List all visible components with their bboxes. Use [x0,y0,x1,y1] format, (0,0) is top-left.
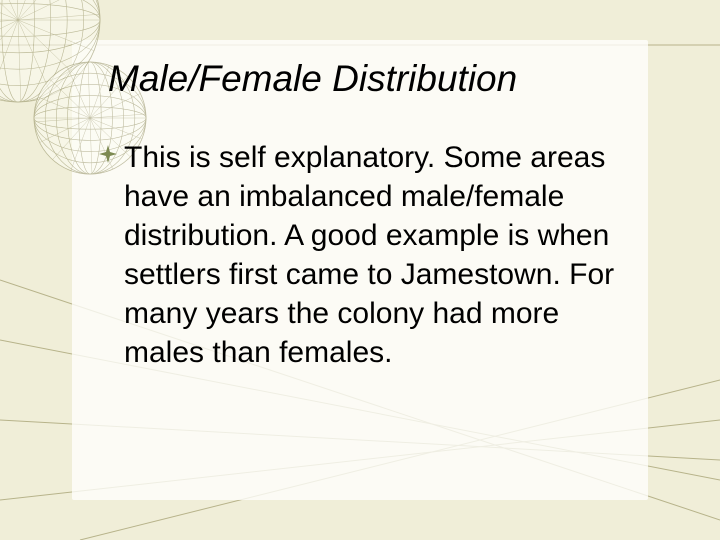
slide-title: Male/Female Distribution [108,58,517,100]
star-bullet-icon [98,144,118,164]
slide-body-text: This is self explanatory. Some areas hav… [124,138,638,372]
slide-body: This is self explanatory. Some areas hav… [98,138,638,372]
